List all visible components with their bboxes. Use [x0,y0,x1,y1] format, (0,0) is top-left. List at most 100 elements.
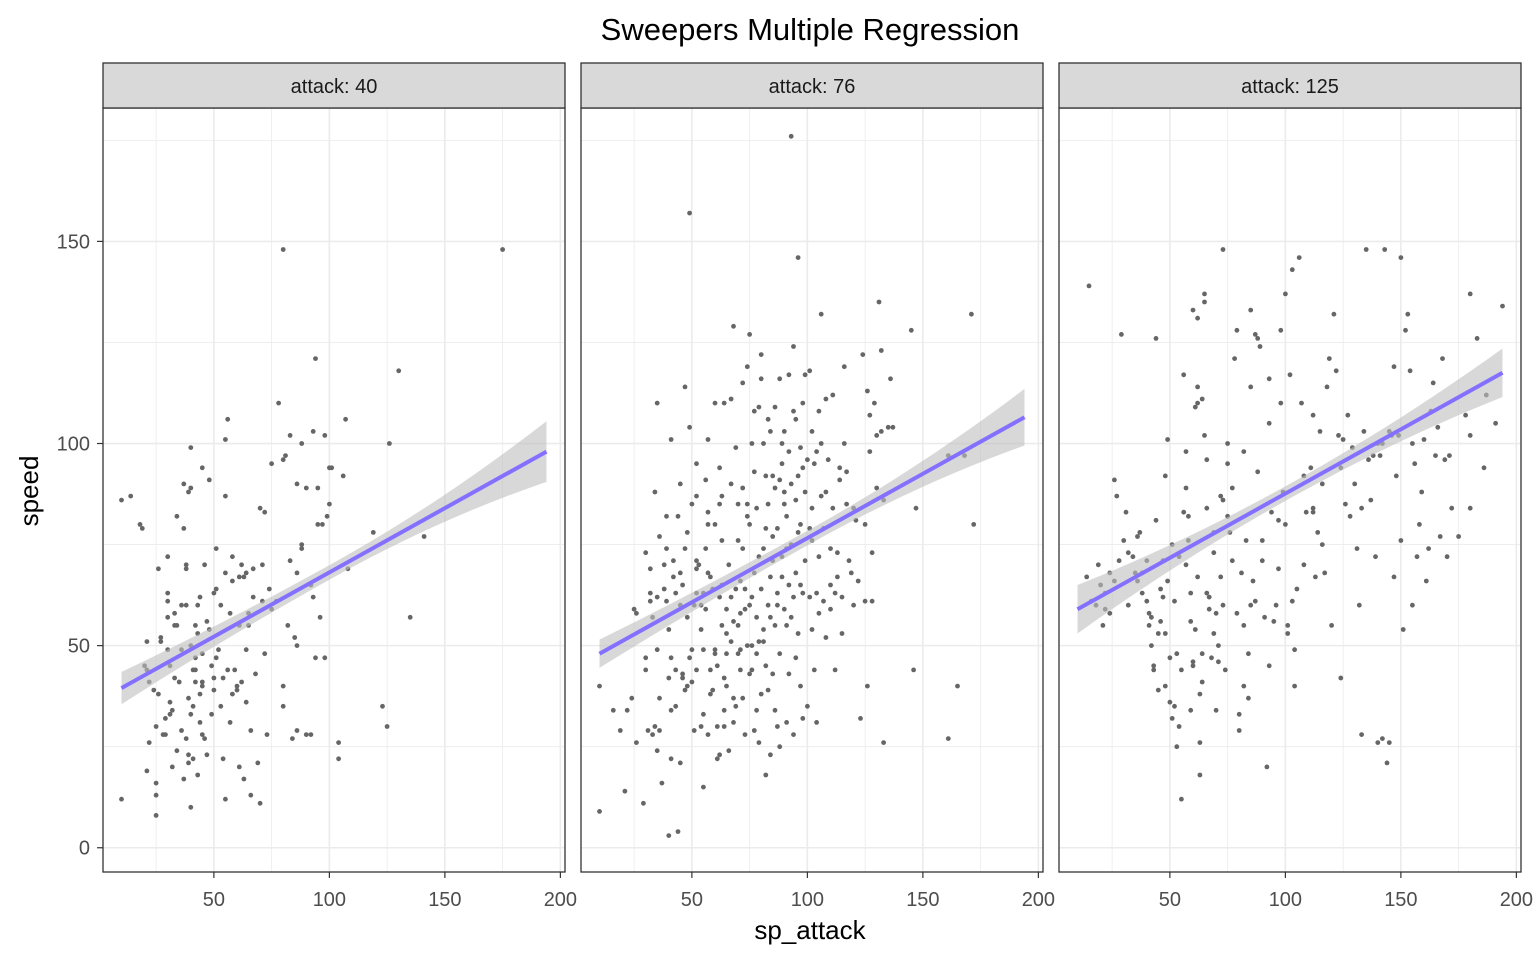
data-point [188,445,194,450]
data-point [188,804,194,810]
data-point [243,570,249,576]
data-point [756,639,762,644]
facet-strip [102,62,566,109]
data-point [712,522,718,527]
data-point [761,627,766,632]
data-point [641,800,646,806]
data-point [1442,457,1448,463]
data-point [1467,505,1473,511]
data-point [768,574,773,580]
data-point [1356,602,1362,608]
data-point [777,376,783,382]
x-tick-label: 100 [1269,889,1302,911]
data-point [765,687,771,693]
data-point [181,776,187,782]
data-point [696,562,702,568]
data-point [701,647,706,653]
data-point [657,534,662,539]
data-point [705,732,711,737]
data-point [738,610,743,616]
data-point [1169,716,1175,721]
data-point [805,703,810,709]
data-point [193,679,198,685]
chart-title: Sweepers Multiple Regression [601,12,1020,47]
data-point [188,485,194,491]
data-point [1417,522,1422,527]
data-point [1363,247,1369,252]
data-point [1386,740,1392,745]
data-point [1095,562,1101,568]
data-point [1206,606,1212,612]
data-point [1204,505,1210,511]
data-point [230,554,235,560]
data-point [407,614,413,620]
data-point [749,667,755,673]
data-point [786,372,792,378]
data-point [865,683,870,689]
data-point [761,546,766,551]
data-point [654,748,660,754]
data-point [867,449,873,454]
data-point [1296,255,1302,260]
data-point [172,610,178,616]
data-point [788,614,794,620]
data-point [153,724,159,729]
data-point [878,429,884,434]
data-point [1347,513,1353,519]
confidence-band [599,388,1025,668]
regression-line [598,415,1026,656]
data-point [1195,384,1200,390]
data-point [955,683,960,689]
data-point [1423,578,1429,584]
data-point [1421,437,1427,442]
data-point [717,752,722,758]
data-point [724,651,729,657]
data-point [1239,570,1244,576]
data-point [1407,368,1413,374]
data-point [701,711,706,717]
data-point [738,667,743,673]
facet-strip [580,62,1044,109]
data-point [1158,619,1163,624]
data-point [294,728,300,733]
data-point [1393,473,1399,479]
data-point [654,594,660,600]
data-point [719,493,725,499]
x-tick-label: 50 [1159,889,1181,911]
data-point [227,720,233,725]
data-point [1250,578,1256,584]
data-point [234,687,240,693]
data-point [234,683,240,689]
data-point [1317,429,1323,434]
x-tick-label: 100 [313,889,346,911]
data-point [1336,433,1341,438]
data-point [269,461,274,467]
data-point [673,703,679,709]
data-point [805,457,810,463]
data-point [800,465,806,471]
data-point [749,594,755,600]
data-point [1151,663,1157,669]
facet-panel: attack: 40 50 100 150 200 [102,62,577,911]
data-point [802,558,808,564]
data-point [1310,412,1316,418]
data-point [236,764,242,770]
data-point [724,631,729,636]
data-point [673,590,679,596]
data-point [666,833,672,838]
data-point [1162,631,1168,636]
data-point [717,465,722,471]
data-point [735,623,741,628]
data-point [1345,412,1351,418]
data-point [1160,594,1166,600]
data-point [1202,299,1207,305]
data-point [772,485,778,491]
data-point [1190,659,1196,665]
data-point [765,416,771,422]
data-point [1195,574,1200,580]
data-point [158,635,164,640]
data-point [1188,707,1194,713]
data-point [775,602,780,608]
data-point [798,522,803,527]
data-point [705,522,711,527]
